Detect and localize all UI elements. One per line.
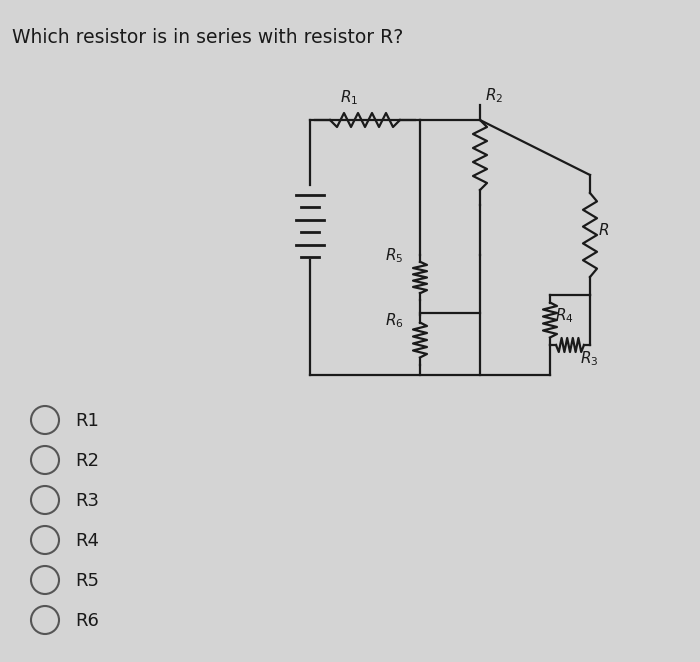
Text: $R$: $R$ xyxy=(598,222,609,238)
Text: R2: R2 xyxy=(75,452,99,470)
Text: Which resistor is in series with resistor R?: Which resistor is in series with resisto… xyxy=(12,28,403,47)
Text: $R_5$: $R_5$ xyxy=(385,246,403,265)
Text: $R_6$: $R_6$ xyxy=(385,311,404,330)
Text: $R_2$: $R_2$ xyxy=(485,86,503,105)
Text: R1: R1 xyxy=(75,412,99,430)
Text: $R_3$: $R_3$ xyxy=(580,349,598,367)
Text: R5: R5 xyxy=(75,572,99,590)
Text: R3: R3 xyxy=(75,492,99,510)
Text: $R_1$: $R_1$ xyxy=(340,88,358,107)
Text: R4: R4 xyxy=(75,532,99,550)
Text: $R_4$: $R_4$ xyxy=(555,306,574,324)
Text: R6: R6 xyxy=(75,612,99,630)
